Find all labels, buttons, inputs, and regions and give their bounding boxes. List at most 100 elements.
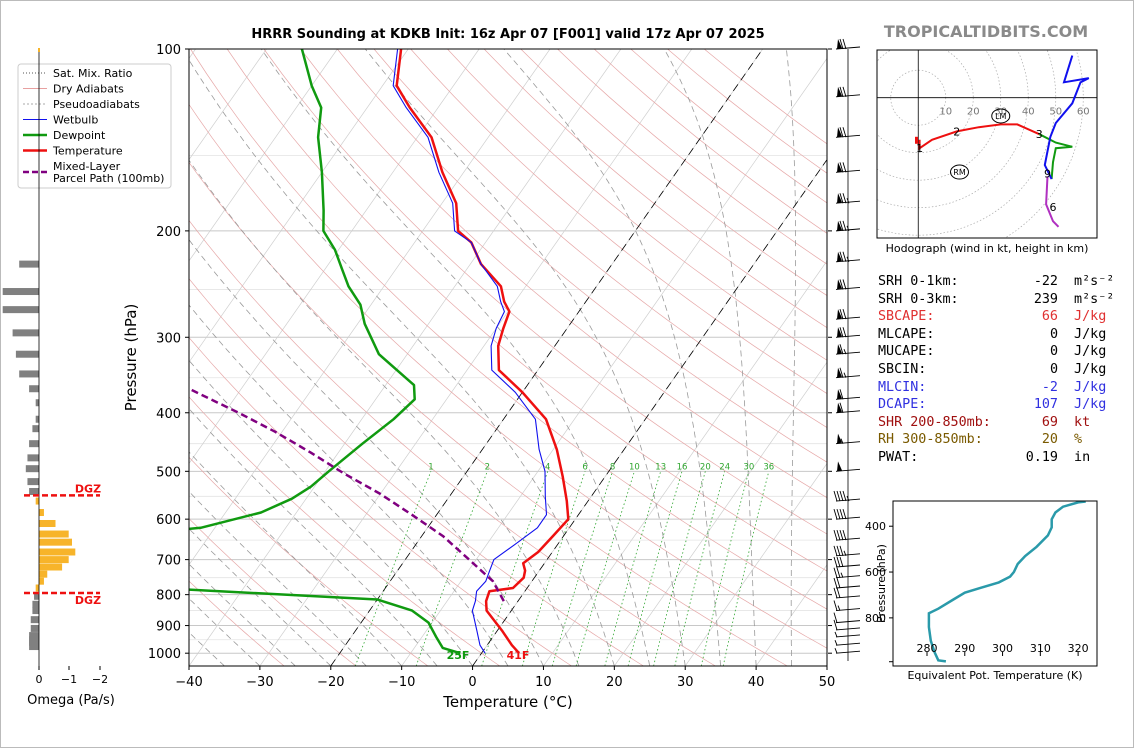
wind-barb-flag	[837, 461, 842, 471]
y-tick-label: 300	[156, 331, 181, 346]
y-tick-label: 800	[156, 589, 181, 604]
stat-label: SHR 200-850mb:	[878, 414, 1008, 432]
wind-barb-half	[835, 640, 837, 645]
wind-barb	[836, 39, 860, 49]
wind-barb-full	[837, 546, 840, 556]
omega-bar	[39, 563, 62, 570]
omega-bar	[3, 306, 39, 313]
x-tick-label: 10	[535, 675, 552, 690]
legend-label: Parcel Path (100mb)	[53, 172, 164, 185]
surface-dewpoint-label: 25F	[447, 649, 470, 662]
series-temperature-line	[397, 49, 569, 653]
thetae-line	[929, 502, 1086, 662]
omega-bar	[39, 556, 69, 563]
thetae-y-tick-label: 400	[865, 520, 886, 533]
wind-barb-full	[843, 162, 846, 172]
stat-label: SBCIN:	[878, 361, 1008, 379]
stat-label: SRH 0-3km:	[878, 291, 1008, 309]
wind-barb	[834, 613, 860, 623]
x-tick-label: 20	[606, 675, 623, 690]
wind-barb-full	[840, 509, 843, 519]
mixing-ratio-line	[552, 471, 612, 666]
stat-unit: kt	[1066, 415, 1090, 430]
x-tick-label: 0	[468, 675, 476, 690]
mixing-ratio-line	[654, 471, 706, 666]
omega-bar	[39, 539, 72, 546]
skewt-frame	[189, 49, 827, 666]
thetae-x-tick-label: 290	[954, 642, 975, 655]
hodo-height-label: 6	[1050, 201, 1057, 214]
thetae-plot	[929, 502, 1086, 662]
omega-bar	[19, 261, 39, 268]
stat-unit: J/kg	[1066, 344, 1106, 359]
wind-barb-full	[837, 578, 840, 588]
omega-bar	[36, 416, 39, 423]
stat-value: -22	[1008, 273, 1058, 291]
stat-value: 239	[1008, 291, 1058, 309]
stat-unit: m²s⁻²	[1066, 274, 1114, 289]
y-tick-label: 200	[156, 225, 181, 240]
omega-axis-label: Omega (Pa/s)	[27, 693, 115, 708]
omega-bar	[39, 520, 56, 527]
stat-label: MLCIN:	[878, 379, 1008, 397]
wind-barb-half	[835, 632, 837, 637]
mixing-ratio-label: 16	[677, 462, 688, 472]
stat-unit: J/kg	[1066, 397, 1106, 412]
wind-barb-full	[834, 601, 837, 611]
omega-bar	[31, 625, 39, 632]
mixing-ratio-label: 6	[582, 462, 587, 472]
omega-bar	[27, 454, 39, 461]
thetae-x-tick-label: 310	[1030, 642, 1051, 655]
mixing-ratio-label: 20	[700, 462, 711, 472]
wind-barb	[834, 509, 860, 519]
stat-row: MUCAPE:0 J/kg	[878, 343, 1114, 361]
wind-barb	[834, 588, 860, 598]
y-tick-label: 1000	[148, 647, 181, 662]
stat-row: SBCAPE:66 J/kg	[878, 308, 1114, 326]
legend-label: Sat. Mix. Ratio	[53, 67, 133, 80]
wind-barb-full	[837, 588, 840, 598]
stat-unit: %	[1066, 432, 1082, 447]
omega-bar	[13, 329, 39, 336]
stat-label: PWAT:	[878, 449, 1008, 467]
y-tick-label: 900	[156, 620, 181, 635]
wind-barb	[834, 491, 860, 501]
thetae-y-axis-label: Pressure (hPa)	[875, 544, 888, 623]
wind-barb-full	[843, 252, 846, 262]
hodo-ring-label: 20	[967, 107, 980, 118]
omega-bar	[29, 385, 39, 392]
stat-label: MLCAPE:	[878, 326, 1008, 344]
stat-row: SHR 200-850mb:69 kt	[878, 414, 1114, 432]
dry-adiabat	[191, 49, 932, 666]
mixing-ratio-line	[605, 471, 661, 666]
wind-barb-full	[837, 509, 840, 519]
omega-bar	[16, 351, 39, 358]
hodo-height-label: 1	[916, 142, 923, 155]
omega-bar	[19, 370, 39, 377]
hodo-caption: Hodograph (wind in kt, height in km)	[886, 242, 1089, 255]
x-tick-label: −20	[317, 675, 344, 690]
wind-barb-full	[834, 568, 837, 578]
stat-label: DCAPE:	[878, 396, 1008, 414]
wind-barb	[834, 530, 860, 540]
wind-barb-full	[843, 309, 846, 319]
omega-bar	[29, 632, 39, 639]
mixing-ratio-label: 30	[743, 462, 754, 472]
pseudoadiabat	[1, 147, 402, 667]
dry-adiabat	[81, 49, 716, 666]
hodo-surface-marker	[915, 137, 918, 144]
omega-top-marker	[38, 48, 40, 52]
omega-bar	[27, 478, 39, 485]
wind-barb	[835, 648, 860, 653]
legend-label: Dry Adiabats	[53, 83, 124, 96]
stat-value: 20	[1008, 431, 1058, 449]
y-tick-label: 600	[156, 513, 181, 528]
wind-barb-full	[834, 509, 837, 519]
hodo-ring-label: 50	[1049, 107, 1062, 118]
stat-row: SRH 0-3km:239 m²s⁻²	[878, 291, 1114, 309]
wind-barb-full	[834, 491, 837, 501]
surface-temperature-label: 41F	[507, 649, 530, 662]
wind-barb-full	[843, 530, 846, 540]
wind-barb-full	[843, 327, 846, 337]
